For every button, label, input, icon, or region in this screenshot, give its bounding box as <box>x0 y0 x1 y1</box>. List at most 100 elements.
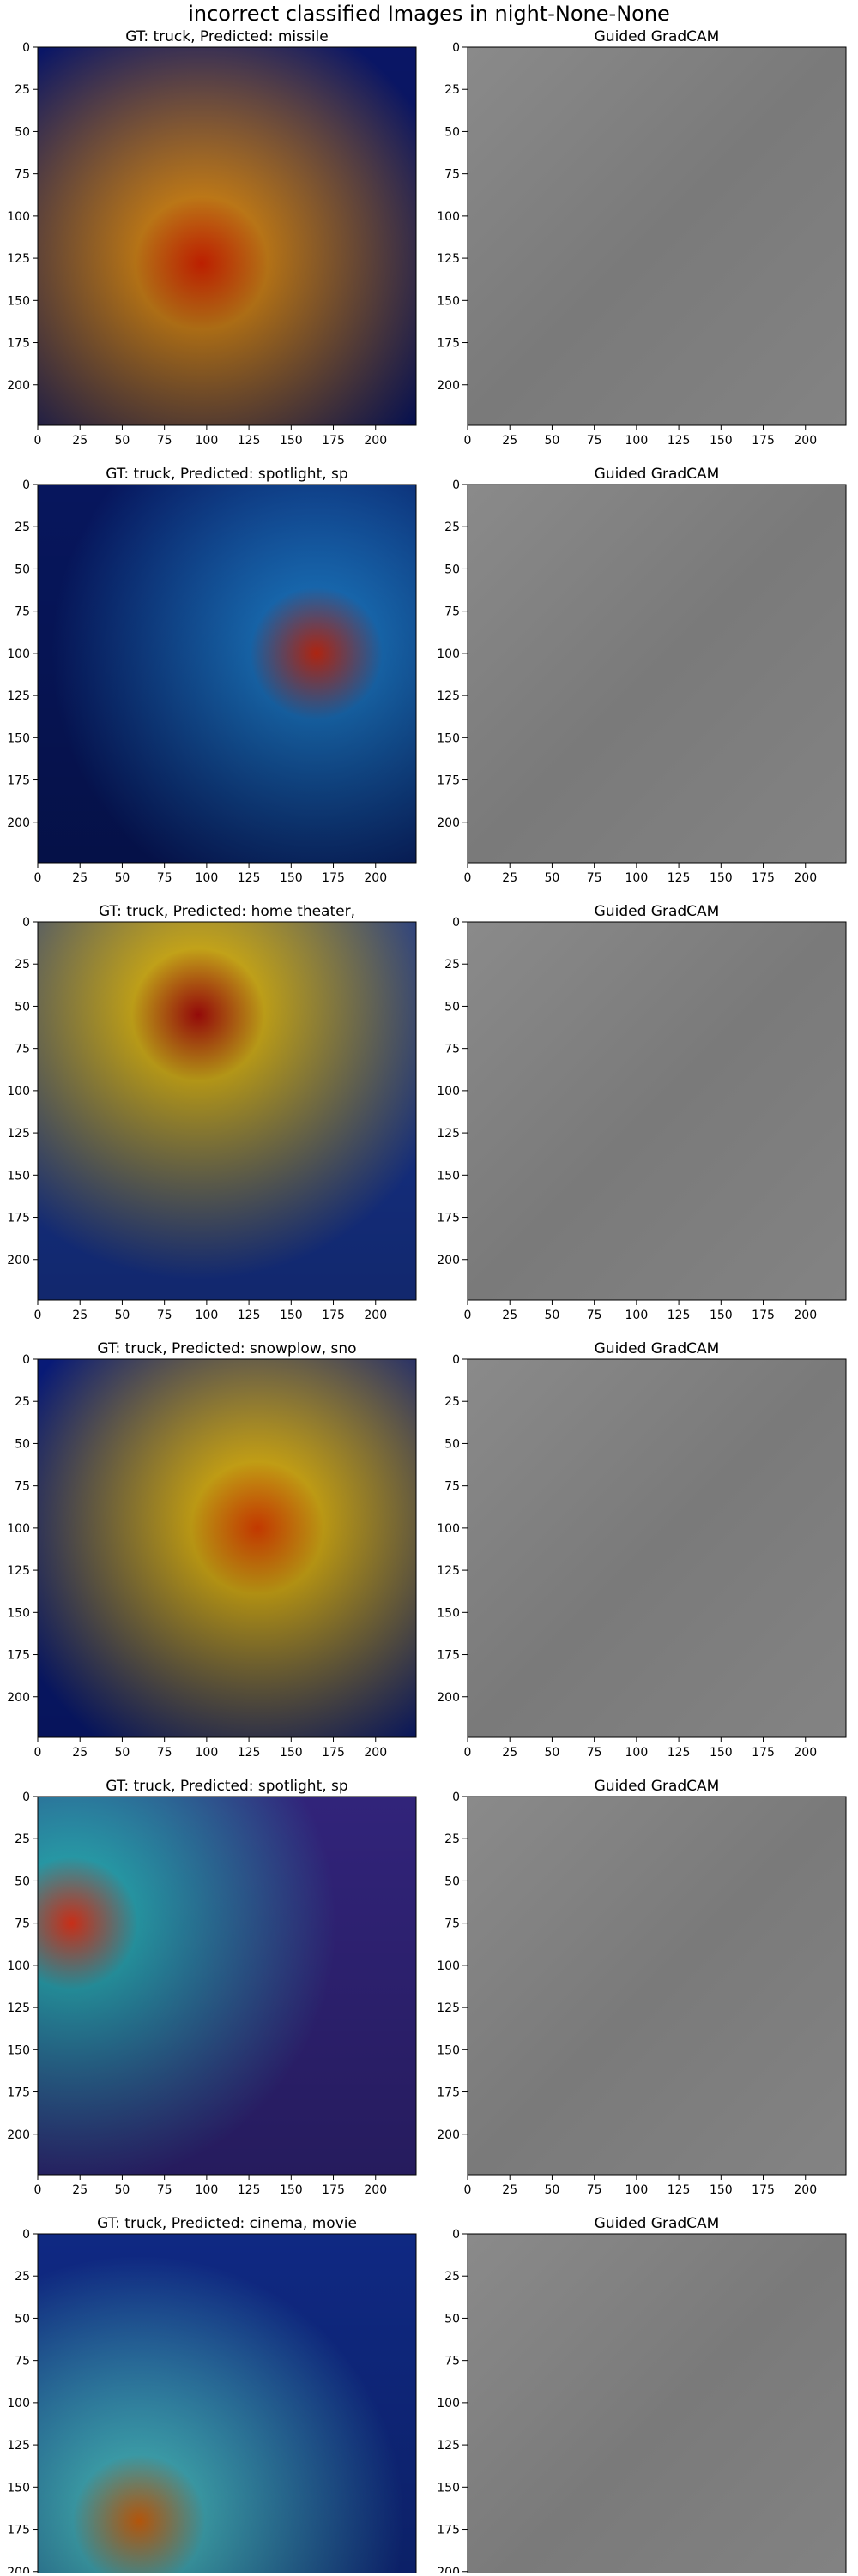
x-tick-label: 0 <box>34 2183 42 2197</box>
x-tick-label: 50 <box>115 1309 130 1322</box>
x-tick-label: 150 <box>280 434 303 448</box>
y-tick-label: 25 <box>15 1395 30 1409</box>
y-tick-label: 0 <box>452 916 460 930</box>
x-tick-label: 175 <box>322 2183 345 2197</box>
guided-gradcam-texture <box>468 485 845 862</box>
guided-gradcam-texture <box>468 1797 845 2174</box>
x-tick-label: 200 <box>794 434 817 448</box>
y-tick-label: 25 <box>15 521 30 534</box>
subplot-10: Guided GradCAM 0 25 50 75 100 125 150 175 200 0 25 5… <box>437 1778 847 2197</box>
y-tick-label: 125 <box>437 2001 460 2015</box>
y-tick-label: 0 <box>22 1791 30 1804</box>
x-tick-label: 150 <box>280 871 303 885</box>
axes-frame <box>467 2233 847 2576</box>
x-tick-label: 100 <box>196 2183 219 2197</box>
y-tick-label: 150 <box>7 1169 30 1183</box>
subplot-1: GT: truck, Predicted: missile 0 25 50 75 100 1… <box>7 28 417 448</box>
subplot-9: GT: truck, Predicted: spotlight, sp 0 25 50… <box>7 1778 417 2197</box>
x-tick-label: 50 <box>545 871 560 885</box>
x-tick-label: 50 <box>545 1309 560 1322</box>
subplot-title: Guided GradCAM <box>595 1778 720 1795</box>
y-tick-label: 125 <box>437 1564 460 1578</box>
y-tick-label: 100 <box>437 210 460 224</box>
x-tick-label: 125 <box>238 871 261 885</box>
x-tick-label: 150 <box>710 871 733 885</box>
y-tick-label: 200 <box>7 2128 30 2142</box>
y-tick-label: 175 <box>437 774 460 788</box>
y-tick-label: 200 <box>7 1691 30 1705</box>
image-shading <box>38 922 416 1300</box>
subplot-title: Guided GradCAM <box>595 903 720 920</box>
axes-frame <box>467 1358 847 1738</box>
x-tick-label: 200 <box>364 434 387 448</box>
y-tick-label: 125 <box>7 2001 30 2015</box>
subplot-title: Guided GradCAM <box>595 2215 720 2232</box>
x-tick-label: 100 <box>196 1746 219 1760</box>
x-tick-label: 125 <box>238 1309 261 1322</box>
y-tick-label: 25 <box>444 521 460 534</box>
image-shading <box>38 485 416 863</box>
subplot-title: GT: truck, Predicted: spotlight, sp <box>106 1778 347 1795</box>
y-tick-label: 25 <box>15 1833 30 1846</box>
x-tick-label: 50 <box>115 871 130 885</box>
subplot-title: GT: truck, Predicted: home theater, <box>99 903 355 920</box>
x-tick-label: 150 <box>280 1746 303 1760</box>
x-tick-label: 0 <box>34 434 42 448</box>
axes-frame <box>37 1796 417 2176</box>
y-tick-label: 200 <box>7 1254 30 1267</box>
x-tick-label: 0 <box>464 2183 472 2197</box>
x-tick-label: 175 <box>752 2183 775 2197</box>
y-tick-label: 100 <box>7 210 30 224</box>
y-tick-label: 150 <box>437 2043 460 2057</box>
y-tick-label: 0 <box>452 2228 460 2242</box>
x-tick-label: 200 <box>794 871 817 885</box>
guided-gradcam-texture <box>468 2235 845 2576</box>
y-tick-label: 100 <box>437 1522 460 1536</box>
y-tick-label: 125 <box>437 1127 460 1141</box>
subplot-3: GT: truck, Predicted: spotlight, sp 0 25 50… <box>7 466 417 885</box>
subplot-title: GT: truck, Predicted: missile <box>125 28 328 45</box>
y-tick-label: 100 <box>7 647 30 661</box>
image-shading <box>38 1797 416 2175</box>
y-tick-label: 50 <box>444 2312 460 2326</box>
y-tick-label: 0 <box>452 41 460 55</box>
x-tick-label: 0 <box>34 871 42 885</box>
y-tick-label: 100 <box>437 647 460 661</box>
subplot-title: GT: truck, Predicted: spotlight, sp <box>106 466 347 483</box>
y-tick-label: 100 <box>7 2397 30 2410</box>
y-tick-label: 25 <box>444 1833 460 1846</box>
y-tick-label: 175 <box>437 1649 460 1663</box>
x-tick-label: 0 <box>34 1309 42 1322</box>
axes-frame <box>37 46 417 426</box>
y-tick-label: 175 <box>437 1212 460 1225</box>
y-tick-label: 150 <box>7 1606 30 1620</box>
figure-suptitle: incorrect classified Images in night-Non… <box>188 2 670 26</box>
y-tick-label: 175 <box>437 337 460 351</box>
y-tick-label: 75 <box>444 2355 460 2368</box>
x-tick-label: 25 <box>502 1309 517 1322</box>
y-tick-label: 50 <box>15 1000 30 1014</box>
y-tick-label: 50 <box>15 563 30 576</box>
y-tick-label: 200 <box>437 1254 460 1267</box>
x-tick-label: 150 <box>710 434 733 448</box>
y-tick-label: 50 <box>444 125 460 139</box>
x-tick-label: 125 <box>668 1746 691 1760</box>
x-tick-label: 75 <box>157 871 172 885</box>
y-tick-label: 150 <box>437 731 460 745</box>
y-tick-label: 150 <box>437 1606 460 1620</box>
x-tick-label: 100 <box>196 871 219 885</box>
subplot-8: Guided GradCAM 0 25 50 75 100 125 150 175 200 0 25 5… <box>437 1340 847 1760</box>
x-tick-label: 150 <box>280 2183 303 2197</box>
axes-frame <box>467 1796 847 2176</box>
guided-gradcam-texture <box>468 1360 845 1736</box>
x-tick-label: 200 <box>364 1309 387 1322</box>
x-tick-label: 175 <box>752 1746 775 1760</box>
x-tick-label: 25 <box>72 1746 88 1760</box>
y-tick-label: 25 <box>444 958 460 972</box>
x-tick-label: 0 <box>464 434 472 448</box>
x-tick-label: 50 <box>545 1746 560 1760</box>
x-tick-label: 200 <box>794 1746 817 1760</box>
guided-gradcam-texture <box>468 48 845 424</box>
y-tick-label: 150 <box>437 294 460 308</box>
